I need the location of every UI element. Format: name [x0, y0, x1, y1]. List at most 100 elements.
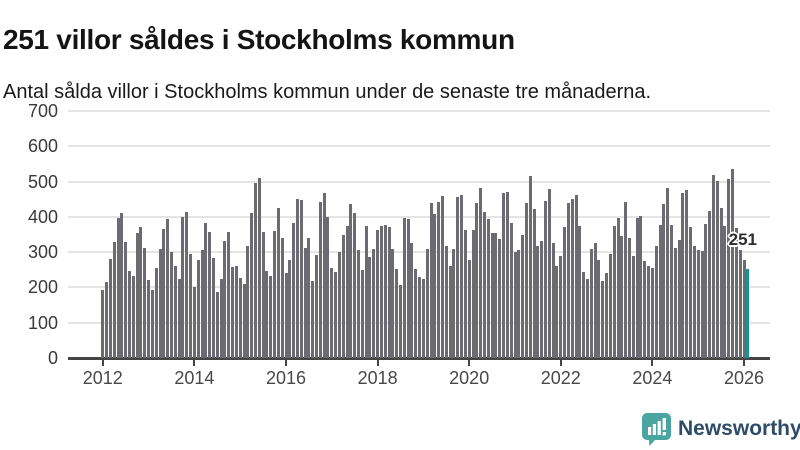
bar — [181, 216, 185, 358]
bar — [273, 230, 277, 358]
bar — [360, 269, 364, 358]
bar — [372, 248, 376, 358]
bar — [708, 210, 712, 358]
bar — [658, 225, 662, 358]
bar — [112, 241, 116, 358]
bar — [490, 232, 494, 358]
bar — [704, 223, 708, 358]
bar — [471, 230, 475, 358]
bar — [635, 217, 639, 358]
bar — [116, 218, 120, 358]
bar — [311, 281, 315, 358]
bar — [124, 241, 128, 358]
bar — [139, 226, 143, 358]
x-axis-tick — [193, 360, 196, 366]
x-axis-label: 2020 — [449, 368, 490, 388]
bar — [158, 248, 162, 358]
bar — [448, 265, 452, 358]
x-axis-label: 2022 — [540, 368, 581, 388]
bar — [452, 249, 456, 358]
bar — [399, 284, 402, 358]
bar — [467, 259, 471, 358]
bar — [341, 234, 345, 358]
bar — [227, 232, 231, 358]
x-axis-label: 2018 — [357, 368, 398, 388]
bar — [570, 198, 574, 358]
bar — [223, 240, 227, 358]
bar — [280, 238, 284, 358]
bar — [353, 212, 357, 358]
gridline — [68, 145, 770, 148]
bar — [200, 249, 204, 358]
bar — [120, 212, 124, 358]
bar — [486, 219, 490, 358]
x-axis-tick — [743, 360, 745, 366]
bar — [608, 254, 612, 358]
bar — [357, 250, 361, 358]
bar — [555, 265, 559, 358]
bar — [337, 252, 341, 358]
bar — [204, 223, 208, 358]
bar — [150, 289, 154, 358]
bar — [219, 278, 223, 358]
bar — [612, 226, 616, 358]
bar — [246, 245, 250, 358]
bar — [189, 253, 193, 358]
bar — [318, 202, 322, 358]
bar — [288, 260, 292, 358]
gridline — [68, 180, 770, 183]
bar — [334, 271, 338, 358]
x-axis-tick — [559, 360, 562, 366]
y-axis-label: 500 — [27, 171, 58, 192]
x-axis-tick — [468, 360, 471, 366]
bar — [463, 230, 467, 358]
bar — [689, 226, 693, 358]
newsworthy-icon — [642, 413, 671, 446]
bar — [544, 200, 548, 358]
bar — [715, 180, 719, 358]
x-axis-tick — [101, 360, 104, 366]
bar — [231, 267, 235, 358]
bar — [551, 242, 555, 358]
bar — [685, 190, 689, 358]
y-axis-label: 200 — [27, 277, 58, 298]
gridline — [68, 215, 770, 218]
bar — [654, 245, 658, 358]
x-axis-line — [68, 357, 770, 360]
bar — [108, 258, 112, 358]
bar — [406, 219, 410, 358]
gridline — [68, 110, 770, 112]
bar — [131, 276, 135, 358]
bar — [578, 226, 582, 358]
bar — [547, 188, 551, 358]
bar — [597, 259, 601, 358]
bar — [738, 250, 742, 358]
bar — [566, 202, 570, 358]
bar — [589, 249, 593, 358]
bar — [719, 208, 723, 358]
bar — [253, 182, 257, 358]
bar — [364, 226, 368, 358]
bar — [303, 247, 307, 358]
bar — [502, 193, 506, 358]
bar — [734, 228, 738, 358]
bar — [494, 233, 498, 358]
bar — [211, 258, 215, 358]
bar — [208, 231, 212, 358]
bar — [666, 187, 670, 358]
bar — [692, 245, 696, 358]
newsworthy-logo: Newsworthy — [641, 412, 800, 446]
bar — [215, 292, 219, 358]
bar — [456, 197, 460, 358]
bar — [101, 289, 105, 358]
bar — [586, 278, 590, 358]
bar — [261, 232, 265, 358]
bar — [433, 214, 437, 358]
bar — [391, 248, 395, 358]
bar — [528, 175, 532, 358]
bar — [170, 252, 173, 358]
bar — [559, 255, 563, 358]
bar — [387, 227, 391, 358]
bar — [177, 278, 181, 358]
bar — [143, 248, 147, 358]
